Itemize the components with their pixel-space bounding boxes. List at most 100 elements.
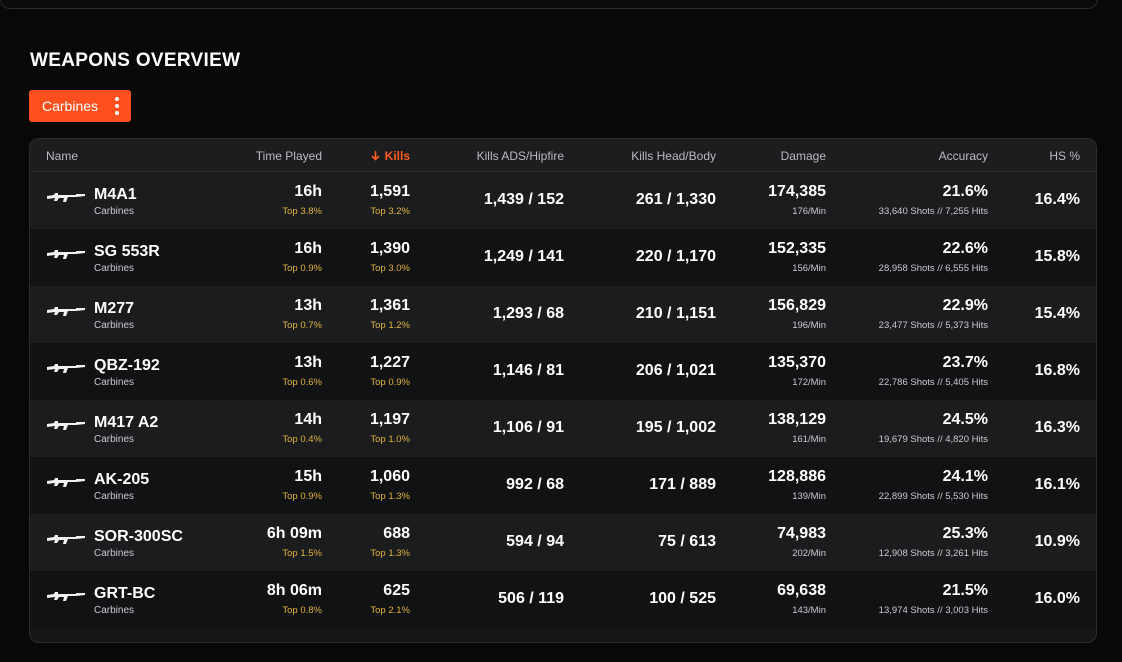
col-accuracy[interactable]: Accuracy bbox=[938, 149, 988, 163]
col-kills-ads-hipfire[interactable]: Kills ADS/Hipfire bbox=[476, 149, 564, 163]
table-row[interactable]: QBZ-192 Carbines 13h Top 0.6% 1,227 Top … bbox=[30, 343, 1096, 400]
rifle-icon bbox=[47, 592, 85, 601]
weapon-name: GRT-BC bbox=[94, 585, 156, 602]
headshot-percent: 16.4% bbox=[1034, 191, 1080, 208]
kills-value: 625 bbox=[383, 582, 410, 599]
time-played-rank: Top 1.5% bbox=[282, 548, 322, 559]
table-row[interactable]: M4A1 Carbines 16h Top 3.8% 1,591 Top 3.2… bbox=[30, 172, 1096, 229]
kills-body: 1,002 bbox=[675, 419, 716, 436]
shots-hits: 22,899 Shots // 5,530 Hits bbox=[878, 491, 988, 502]
kills-rank: Top 1.3% bbox=[370, 491, 410, 502]
previous-panel-edge bbox=[0, 0, 1098, 9]
category-filter-button[interactable]: Carbines bbox=[29, 90, 131, 122]
kills-head: 195 bbox=[635, 419, 663, 436]
rifle-icon bbox=[47, 307, 85, 316]
table-row[interactable]: M277 Carbines 13h Top 0.7% 1,361 Top 1.2… bbox=[30, 286, 1096, 343]
kills-hipfire: 68 bbox=[546, 305, 564, 322]
weapon-name: AK-205 bbox=[94, 471, 150, 488]
col-kills-head-body[interactable]: Kills Head/Body bbox=[631, 149, 716, 163]
arrow-down-icon bbox=[371, 151, 380, 161]
damage-value: 74,983 bbox=[777, 525, 826, 542]
rifle-icon bbox=[47, 421, 85, 430]
weapons-table: Name Time Played Kills Kills ADS/Hipfire… bbox=[29, 138, 1097, 643]
time-played: 6h 09m bbox=[266, 525, 322, 542]
shots-hits: 23,477 Shots // 5,373 Hits bbox=[878, 320, 988, 331]
table-row[interactable]: M417 A2 Carbines 14h Top 0.4% 1,197 Top … bbox=[30, 400, 1096, 457]
kills-head-body: 171 / 889 bbox=[649, 476, 716, 493]
kills-head: 210 bbox=[635, 305, 663, 322]
col-name[interactable]: Name bbox=[46, 149, 79, 163]
weapon-name: QBZ-192 bbox=[94, 357, 160, 374]
shots-hits: 28,958 Shots // 6,555 Hits bbox=[878, 263, 988, 274]
weapon-category: Carbines bbox=[94, 605, 135, 616]
damage-rate: 156/Min bbox=[792, 263, 826, 274]
col-kills[interactable]: Kills bbox=[370, 149, 410, 163]
kills-head: 206 bbox=[635, 362, 663, 379]
accuracy-value: 21.5% bbox=[942, 582, 988, 599]
rifle-icon bbox=[47, 535, 85, 544]
accuracy-value: 24.5% bbox=[942, 411, 988, 428]
kills-hipfire: 141 bbox=[537, 248, 564, 265]
accuracy-value: 24.1% bbox=[942, 468, 988, 485]
kills-value: 1,591 bbox=[369, 183, 410, 200]
kills-ads: 1,439 bbox=[483, 191, 524, 208]
time-played: 15h bbox=[294, 468, 322, 485]
weapon-name: M417 A2 bbox=[94, 414, 159, 431]
weapon-category: Carbines bbox=[94, 263, 135, 274]
kills-body: 1,151 bbox=[675, 305, 716, 322]
damage-value: 128,886 bbox=[768, 468, 826, 485]
kills-rank: Top 3.2% bbox=[370, 206, 410, 217]
time-played-rank: Top 0.6% bbox=[282, 377, 322, 388]
damage-value: 69,638 bbox=[777, 582, 826, 599]
damage-rate: 176/Min bbox=[792, 206, 826, 217]
rifle-icon bbox=[47, 478, 85, 487]
damage-rate: 202/Min bbox=[792, 548, 826, 559]
weapon-name: M4A1 bbox=[94, 186, 137, 203]
headshot-percent: 16.3% bbox=[1034, 419, 1080, 436]
weapon-category: Carbines bbox=[94, 206, 135, 217]
kills-ads: 1,293 bbox=[492, 305, 533, 322]
col-kills-label: Kills bbox=[384, 149, 410, 163]
headshot-percent: 16.8% bbox=[1034, 362, 1080, 379]
kills-ads-hipfire: 1,293 / 68 bbox=[492, 305, 564, 322]
time-played: 13h bbox=[294, 354, 322, 371]
damage-rate: 172/Min bbox=[792, 377, 826, 388]
weapon-name: SG 553R bbox=[94, 243, 160, 260]
shots-hits: 12,908 Shots // 3,261 Hits bbox=[878, 548, 988, 559]
table-row[interactable]: SOR-300SC Carbines 6h 09m Top 1.5% 688 T… bbox=[30, 514, 1096, 571]
kills-value: 1,197 bbox=[369, 411, 410, 428]
kills-hipfire: 68 bbox=[546, 476, 564, 493]
col-time-played[interactable]: Time Played bbox=[255, 149, 322, 163]
headshot-percent: 15.8% bbox=[1034, 248, 1080, 265]
table-row[interactable]: AK-205 Carbines 15h Top 0.9% 1,060 Top 1… bbox=[30, 457, 1096, 514]
kills-ads-hipfire: 1,146 / 81 bbox=[492, 362, 564, 379]
kills-ads: 1,249 bbox=[483, 248, 524, 265]
weapon-category: Carbines bbox=[94, 320, 135, 331]
kills-head-body: 195 / 1,002 bbox=[635, 419, 716, 436]
weapon-category: Carbines bbox=[94, 548, 135, 559]
kills-value: 1,390 bbox=[369, 240, 410, 257]
rifle-icon bbox=[47, 364, 85, 373]
time-played-rank: Top 0.9% bbox=[282, 263, 322, 274]
col-hs[interactable]: HS % bbox=[1049, 149, 1080, 163]
damage-value: 135,370 bbox=[768, 354, 826, 371]
kills-body: 1,330 bbox=[675, 191, 716, 208]
kills-head-body: 206 / 1,021 bbox=[635, 362, 716, 379]
time-played-rank: Top 0.9% bbox=[282, 491, 322, 502]
weapon-name: M277 bbox=[94, 300, 135, 317]
kills-head-body: 261 / 1,330 bbox=[635, 191, 716, 208]
col-damage[interactable]: Damage bbox=[780, 149, 826, 163]
time-played: 14h bbox=[294, 411, 322, 428]
damage-value: 152,335 bbox=[768, 240, 826, 257]
rifle-icon bbox=[47, 250, 85, 259]
damage-value: 138,129 bbox=[768, 411, 826, 428]
kills-head-body: 210 / 1,151 bbox=[635, 305, 716, 322]
table-row[interactable]: SG 553R Carbines 16h Top 0.9% 1,390 Top … bbox=[30, 229, 1096, 286]
table-row[interactable]: GRT-BC Carbines 8h 06m Top 0.8% 625 Top … bbox=[30, 571, 1096, 628]
shots-hits: 22,786 Shots // 5,405 Hits bbox=[878, 377, 988, 388]
kills-body: 889 bbox=[689, 476, 716, 493]
kills-rank: Top 1.2% bbox=[370, 320, 410, 331]
headshot-percent: 15.4% bbox=[1034, 305, 1080, 322]
shots-hits: 19,679 Shots // 4,820 Hits bbox=[878, 434, 988, 445]
kebab-icon[interactable] bbox=[115, 97, 119, 115]
